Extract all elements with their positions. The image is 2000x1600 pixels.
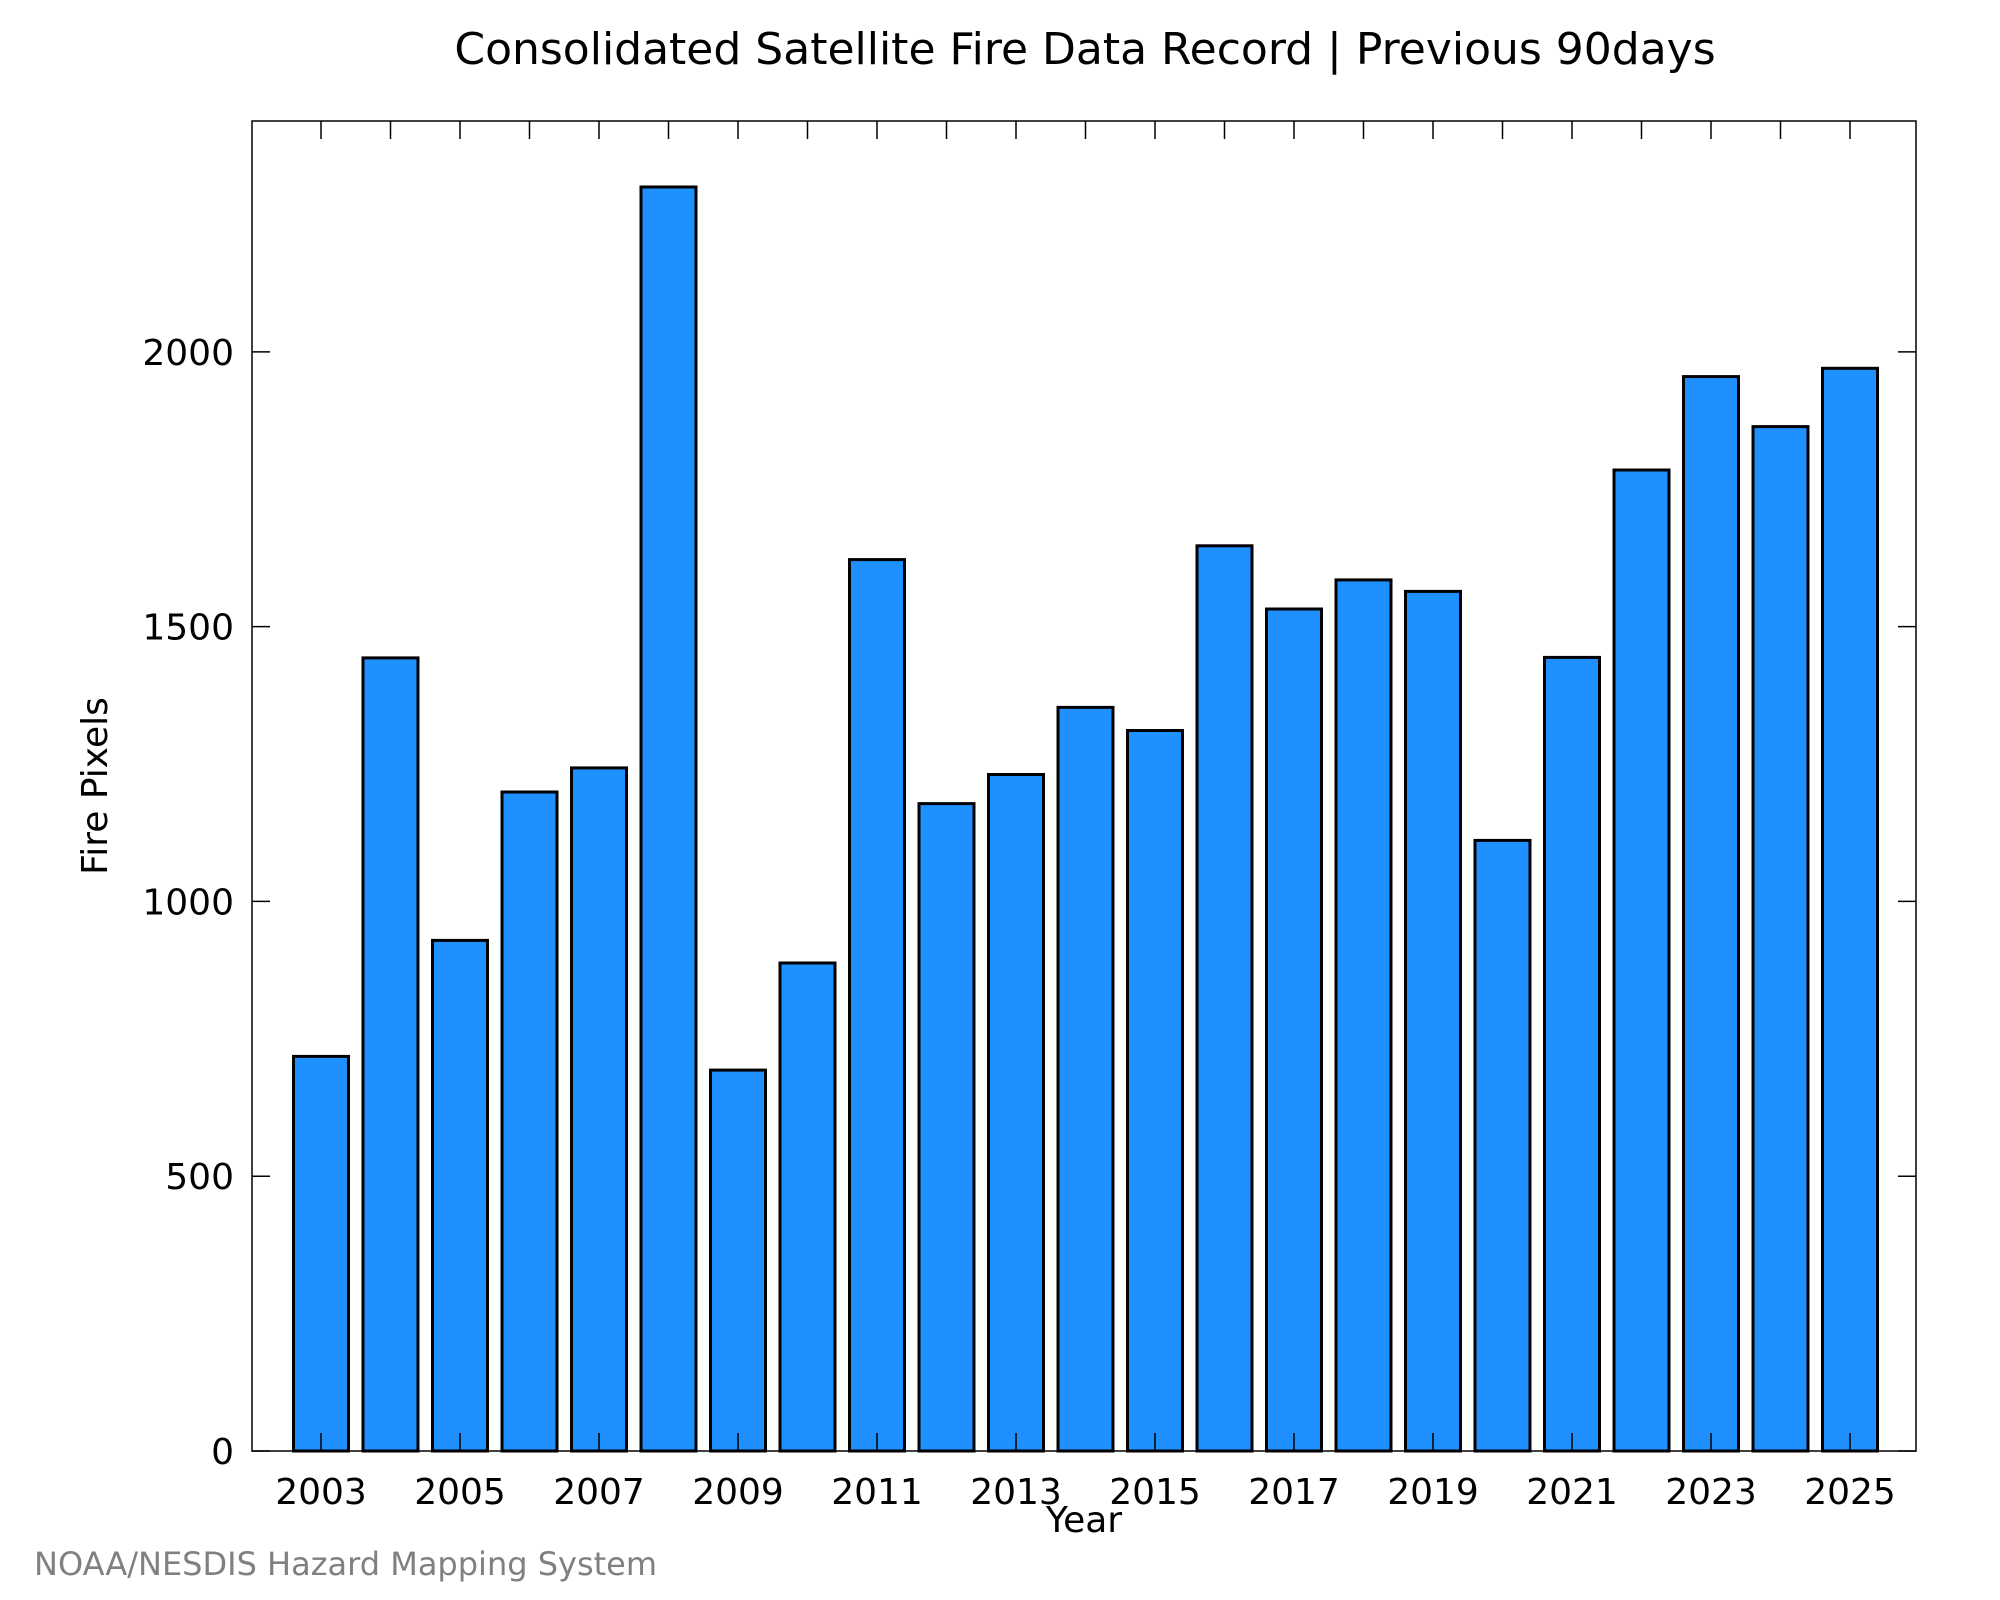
bar-2021: [1543, 655, 1601, 1453]
x-tick-label: 2021: [1526, 1472, 1618, 1513]
bar-2016: [1195, 544, 1254, 1453]
bar-2014: [1056, 705, 1115, 1453]
y-tick-label: 500: [165, 1157, 234, 1198]
bar-2010: [778, 961, 837, 1453]
source-credit: NOAA/NESDIS Hazard Mapping System: [34, 1545, 657, 1583]
bar-2022: [1612, 468, 1671, 1453]
x-tick-label: 2003: [275, 1472, 367, 1513]
bar-2007: [570, 766, 628, 1453]
y-tick-label: 0: [211, 1432, 234, 1473]
y-tick-label: 1500: [142, 608, 234, 649]
bar-2018: [1334, 578, 1393, 1453]
x-tick-label: 2011: [831, 1472, 923, 1513]
bar-2019: [1404, 589, 1462, 1453]
y-tick-label: 2000: [142, 333, 234, 374]
bar-2013: [987, 773, 1045, 1453]
bar-2005: [431, 938, 489, 1453]
x-tick-label: 2015: [1109, 1472, 1201, 1513]
bar-2020: [1473, 838, 1532, 1453]
x-axis-label: Year: [1045, 1500, 1122, 1541]
bar-2024: [1751, 425, 1810, 1453]
bar-2008: [639, 185, 698, 1453]
x-tick-label: 2019: [1387, 1472, 1479, 1513]
bar-2025: [1821, 366, 1879, 1453]
bar-2009: [709, 1068, 767, 1453]
bar-2023: [1682, 375, 1740, 1453]
x-tick-label: 2017: [1248, 1472, 1340, 1513]
x-tick-label: 2005: [414, 1472, 506, 1513]
x-tick-label: 2009: [692, 1472, 784, 1513]
bar-2012: [917, 802, 976, 1453]
bar-2004: [361, 656, 420, 1453]
x-tick-label: 2013: [970, 1472, 1062, 1513]
plot-area: [292, 185, 1879, 1453]
x-tick-label: 2007: [553, 1472, 645, 1513]
y-axis: 0 500 1000 1500 2000: [142, 333, 1916, 1473]
bar-2017: [1265, 607, 1323, 1453]
x-tick-label: 2025: [1804, 1472, 1896, 1513]
bar-2006: [500, 790, 559, 1453]
plot-frame: [251, 120, 1917, 1452]
bar-2003: [292, 1054, 350, 1453]
y-tick-label: 1000: [142, 882, 234, 923]
chart-title: Consolidated Satellite Fire Data Record …: [454, 24, 1715, 75]
bar-2015: [1126, 729, 1184, 1453]
bar-2011: [848, 558, 906, 1453]
y-axis-label: Fire Pixels: [75, 697, 116, 875]
x-tick-label: 2023: [1665, 1472, 1757, 1513]
x-axis: 2003 2005 2007 2009 2011 2013 2015 2017 2019 2021…: [275, 121, 1896, 1513]
